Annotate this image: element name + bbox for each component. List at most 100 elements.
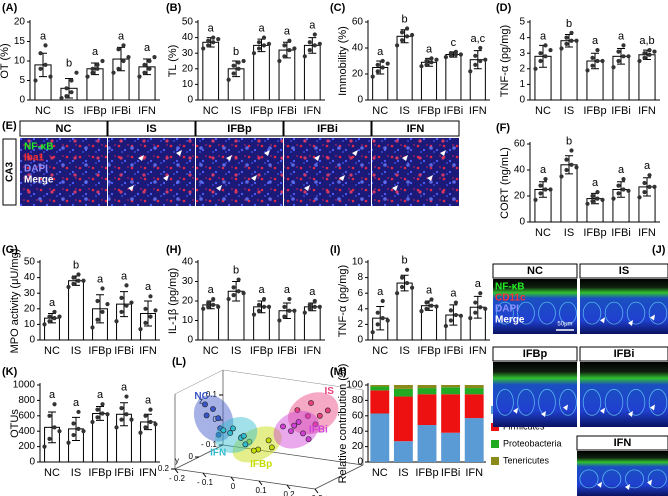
x-tick-label: IFBi: [444, 345, 464, 357]
data-point: [616, 49, 621, 54]
data-point: [282, 43, 287, 48]
x-tick: [230, 476, 235, 482]
y-tick-label: 50: [24, 257, 36, 268]
group-header-label: IFBp: [227, 123, 252, 135]
data-point: [153, 308, 158, 313]
significance-letter: a: [49, 297, 56, 309]
data-point: [429, 303, 434, 308]
significance-letter: a: [618, 30, 625, 42]
arrowhead: [163, 175, 169, 181]
data-point: [114, 425, 119, 430]
y-tick-label: 0: [187, 335, 193, 346]
y-tick-label: 20: [182, 296, 194, 307]
data-point: [52, 316, 57, 321]
y-tick-label: 0: [519, 95, 525, 106]
arrowhead: [304, 185, 310, 191]
x-tick: [314, 488, 319, 494]
y-tick-label: 400: [18, 426, 35, 437]
x-tick-label: IFBi: [111, 105, 131, 117]
arrowhead: [625, 484, 630, 490]
data-point: [216, 37, 221, 42]
significance-letter: a: [450, 287, 457, 299]
panel-label: (G): [2, 244, 18, 256]
group-header: [19, 120, 108, 137]
data-point: [95, 66, 100, 71]
panel-label: (H): [166, 244, 182, 256]
y-tick-label: 20: [514, 191, 526, 202]
data-point: [312, 43, 317, 48]
significance-letter: b: [73, 259, 79, 271]
bar: [202, 41, 220, 101]
x-tick-label: IFBi: [441, 467, 461, 479]
crypt: [626, 301, 646, 325]
group-header-label: IS: [619, 265, 629, 277]
crypt: [559, 301, 577, 325]
data-point: [250, 447, 257, 454]
data-point: [307, 302, 312, 307]
data-point: [569, 38, 574, 43]
arrowhead: [440, 150, 446, 156]
micrograph-texture: [20, 138, 107, 206]
data-point: [206, 300, 211, 306]
data-point: [380, 65, 385, 70]
panel-label: (M): [330, 366, 347, 378]
x-tick-label: NC: [44, 345, 60, 357]
x-tick-label: IFBp: [417, 105, 440, 117]
x-tick-label: IFN: [638, 227, 656, 239]
error-bar: [72, 416, 80, 441]
arrowhead: [647, 479, 652, 486]
data-point: [405, 34, 410, 39]
data-point: [42, 322, 47, 327]
y-axis-label: Immobility (%): [337, 26, 349, 96]
data-point: [52, 309, 57, 315]
y-tick-label: 0: [189, 452, 194, 461]
data-point: [478, 291, 483, 296]
data-point: [201, 46, 206, 51]
x-tick-label: IFBp: [415, 467, 438, 479]
significance-letter: b: [66, 58, 72, 70]
crypt: [559, 388, 577, 416]
data-point: [370, 330, 375, 335]
bar-segment: [370, 385, 390, 387]
data-point: [48, 74, 53, 79]
bar-segment: [441, 387, 461, 395]
data-point: [590, 193, 595, 199]
y-tick-label: 6: [357, 288, 363, 299]
crypt: [496, 301, 514, 325]
panel-label: (K): [2, 366, 18, 378]
significance-letter: a,b: [639, 35, 654, 47]
y-tick-label: 10: [182, 315, 194, 326]
data-point: [548, 187, 553, 192]
error-bar: [617, 181, 625, 198]
error-bar: [449, 304, 458, 326]
panel-label: (C): [330, 2, 346, 14]
y-tick-label: 20: [24, 303, 36, 314]
data-point: [277, 318, 282, 323]
arrowhead: [402, 155, 408, 161]
data-point: [69, 78, 74, 83]
group-header-label: IFN: [407, 123, 425, 135]
data-point: [400, 284, 405, 290]
significance-letter: b: [233, 46, 239, 58]
data-point: [312, 298, 317, 304]
arrowhead: [563, 404, 568, 411]
stain-label: Merge: [24, 175, 54, 186]
crypt: [604, 301, 624, 325]
y-tick-label: 60: [514, 139, 526, 150]
group-header-label: NC: [56, 123, 72, 135]
arrowhead: [226, 155, 232, 161]
error-bar: [473, 295, 482, 319]
group-header-label: IFBi: [614, 348, 635, 360]
x-tick-label: IS: [71, 467, 81, 479]
significance-letter: a: [475, 278, 482, 290]
y-tick-label: 80: [352, 395, 364, 406]
data-point: [81, 429, 86, 434]
significance-letter: a: [118, 30, 125, 42]
data-point: [564, 35, 569, 40]
error-bar: [96, 294, 104, 324]
group-label: NC: [194, 391, 208, 402]
y-tick-label: 600: [18, 410, 35, 421]
x-tick-label: IFBp: [250, 345, 273, 357]
significance-letter: a: [121, 381, 128, 393]
x-tick-label: - 0.1: [197, 478, 214, 487]
